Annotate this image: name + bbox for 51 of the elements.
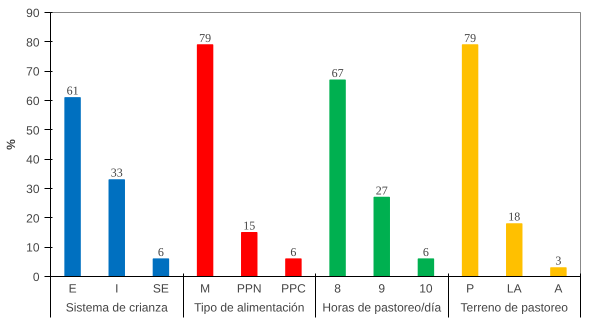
text: Horas de pastoreo/día (322, 300, 442, 314)
x-tick-label: M (200, 282, 210, 296)
y-tick-label: 90 (26, 6, 40, 20)
bar (152, 258, 170, 276)
bar (374, 196, 390, 276)
x-tick-label: SE (152, 282, 169, 296)
bar (462, 44, 478, 276)
text: Tipo de alimentación (194, 300, 304, 314)
y-tick-label: 80 (26, 35, 40, 50)
data-label: 27 (376, 183, 388, 198)
bar (285, 258, 302, 276)
data-label: 33 (110, 166, 123, 180)
x-tick-label: 10 (419, 282, 433, 296)
y-axis-title: % (4, 138, 18, 150)
text: Terreno de pastoreo (460, 300, 568, 314)
x-tick-label: A (554, 282, 562, 296)
data-label: 18 (508, 210, 520, 224)
y-tick-label: 70 (26, 64, 40, 79)
y-tick-label: 30 (26, 182, 40, 196)
x-tick-label: 8 (334, 282, 342, 296)
x-tick-label: E (68, 282, 77, 296)
y-tick-label: 50 (26, 123, 40, 138)
data-label: 6 (290, 244, 296, 259)
data-label: 61 (66, 84, 79, 98)
y-tick-label: 10 (26, 240, 40, 255)
bar (64, 97, 81, 276)
x-tick-label: LA (506, 282, 522, 296)
y-tick-label: 20 (26, 211, 40, 226)
x-tick-label: I (115, 282, 118, 296)
bar (418, 258, 434, 276)
x-tick-label: P (466, 282, 474, 296)
data-label: 67 (332, 66, 344, 80)
bar (329, 79, 346, 276)
x-tick-label: 9 (378, 282, 386, 296)
y-tick-label: 0 (32, 270, 40, 284)
bar (196, 44, 214, 276)
y-tick-label: 60 (26, 94, 40, 108)
data-label: 3 (555, 254, 562, 268)
data-label: 6 (158, 244, 164, 259)
x-tick-label: PPC (281, 282, 306, 296)
bar (241, 232, 258, 276)
y-tick-label: 40 (26, 152, 40, 167)
data-label: 79 (464, 30, 476, 45)
data-label: 6 (422, 244, 429, 259)
bar (108, 179, 125, 276)
bar (506, 223, 522, 276)
bar (550, 267, 567, 276)
data-label: 79 (199, 30, 212, 45)
series-label: Sistema de crianza (66, 300, 168, 314)
data-label: 15 (243, 218, 256, 232)
x-tick-label: PPN (236, 282, 262, 296)
